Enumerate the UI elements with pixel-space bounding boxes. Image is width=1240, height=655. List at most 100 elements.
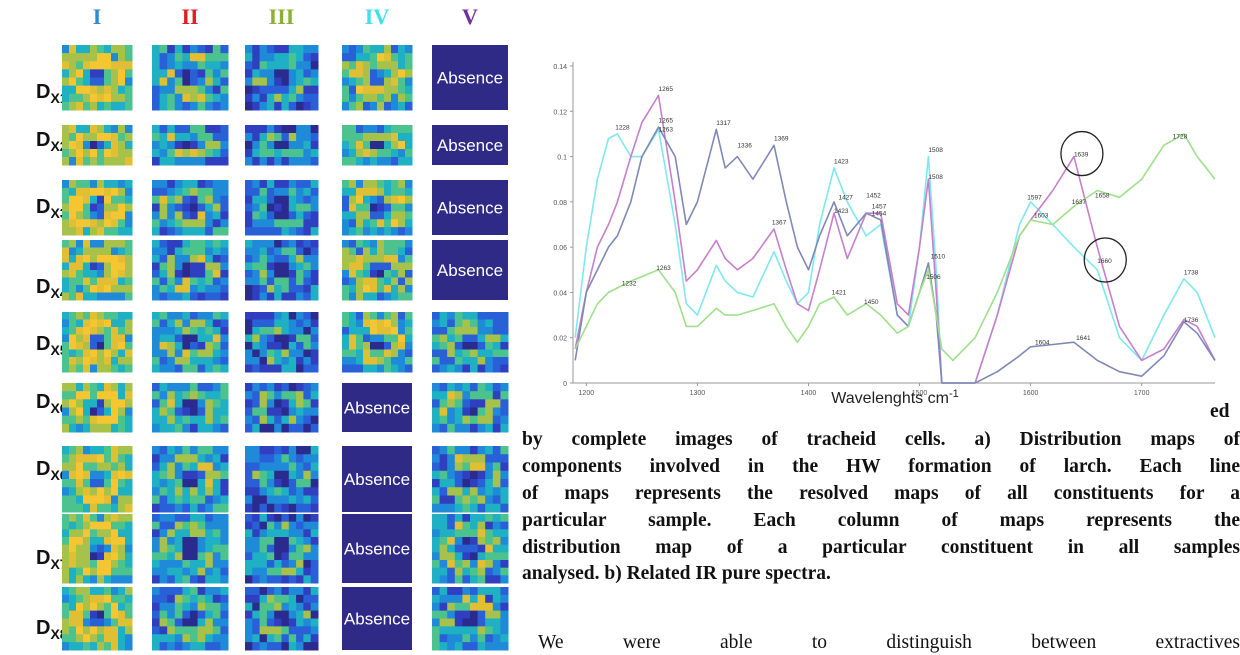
map-pixel	[303, 642, 312, 651]
map-pixel	[274, 391, 282, 400]
map-pixel	[447, 618, 456, 627]
map-pixel	[212, 495, 221, 505]
map-pixel	[182, 180, 191, 189]
map-pixel	[190, 334, 199, 343]
map-pixel	[197, 133, 206, 142]
map-pixel	[152, 544, 161, 553]
map-pixel	[111, 53, 119, 62]
map-pixel	[281, 587, 290, 596]
map-pixel	[174, 292, 183, 301]
map-pixel	[76, 357, 84, 365]
map-pixel	[274, 292, 282, 301]
map-pixel	[447, 423, 456, 433]
map-pixel	[377, 292, 385, 301]
map-pixel	[310, 247, 319, 256]
map-pixel	[377, 149, 385, 158]
map-pixel	[197, 552, 206, 561]
map-pixel	[118, 327, 126, 335]
map-pixel	[303, 93, 312, 103]
map-pixel	[111, 479, 119, 488]
map-pixel	[296, 618, 304, 627]
map-pixel	[125, 69, 133, 78]
map-pixel	[470, 487, 479, 496]
map-pixel	[76, 503, 84, 513]
map-pixel	[252, 61, 261, 70]
map-pixel	[296, 195, 304, 205]
map-pixel	[405, 247, 413, 256]
map-pixel	[454, 446, 463, 455]
map-pixel	[363, 262, 371, 271]
map-pixel	[245, 503, 253, 513]
map-pixel	[220, 342, 229, 350]
map-pixel	[90, 423, 98, 433]
map-pixel	[454, 319, 463, 328]
map-pixel	[182, 187, 191, 197]
map-pixel	[190, 141, 199, 150]
map-pixel	[182, 85, 191, 95]
map-pixel	[477, 423, 486, 433]
map-pixel	[76, 537, 84, 546]
map-pixel	[125, 285, 133, 293]
map-pixel	[303, 157, 312, 166]
map-pixel	[492, 618, 501, 627]
map-pixel	[296, 454, 304, 463]
map-pixel	[303, 594, 312, 604]
map-pixel	[83, 285, 91, 293]
map-pixel	[104, 334, 112, 343]
map-pixel	[167, 575, 176, 584]
map-pixel	[83, 93, 91, 103]
map-pixel	[454, 479, 463, 488]
map-pixel	[83, 255, 91, 263]
map-pixel	[377, 157, 385, 166]
map-pixel	[205, 503, 214, 513]
map-pixel	[69, 61, 77, 70]
map-pixel	[342, 149, 350, 158]
peak-label: 1263	[659, 127, 674, 134]
map-pixel	[118, 255, 126, 263]
map-pixel	[104, 626, 112, 635]
map-pixel	[454, 327, 463, 335]
map-pixel	[439, 327, 448, 335]
map-pixel	[205, 544, 214, 553]
map-pixel	[454, 503, 463, 513]
map-pixel	[111, 462, 119, 472]
map-pixel	[118, 180, 126, 189]
map-pixel	[288, 462, 297, 472]
map-pixel	[159, 334, 168, 343]
map-pixel	[363, 187, 371, 197]
map-pixel	[363, 334, 371, 343]
map-pixel	[76, 495, 84, 505]
map-pixel	[104, 327, 112, 335]
map-pixel	[220, 594, 229, 604]
map-pixel	[152, 495, 161, 505]
map-pixel	[118, 195, 126, 205]
map-pixel	[281, 77, 290, 87]
map-pixel	[259, 594, 268, 604]
map-pixel	[384, 180, 392, 189]
map-pixel	[342, 133, 350, 142]
map-pixel	[281, 270, 290, 278]
map-pixel	[370, 125, 378, 134]
map-pixel	[62, 594, 70, 604]
map-pixel	[182, 149, 191, 158]
map-pixel	[159, 312, 168, 320]
map-pixel	[259, 544, 268, 553]
map-pixel	[252, 575, 261, 584]
map-pixel	[349, 277, 357, 286]
map-pixel	[167, 211, 176, 220]
map-pixel	[288, 423, 297, 433]
map-pixel	[104, 149, 112, 158]
map-pixel	[159, 180, 168, 189]
map-pixel	[190, 383, 199, 392]
map-pixel	[97, 364, 105, 373]
map-pixel	[391, 61, 399, 70]
map-pixel	[470, 462, 479, 472]
map-pixel	[174, 69, 183, 78]
map-pixel	[439, 487, 448, 496]
map-pixel	[174, 610, 183, 619]
map-pixel	[220, 626, 229, 635]
map-pixel	[356, 93, 364, 103]
map-pixel	[220, 552, 229, 561]
map-pixel	[288, 567, 297, 576]
map-pixel	[296, 642, 304, 651]
